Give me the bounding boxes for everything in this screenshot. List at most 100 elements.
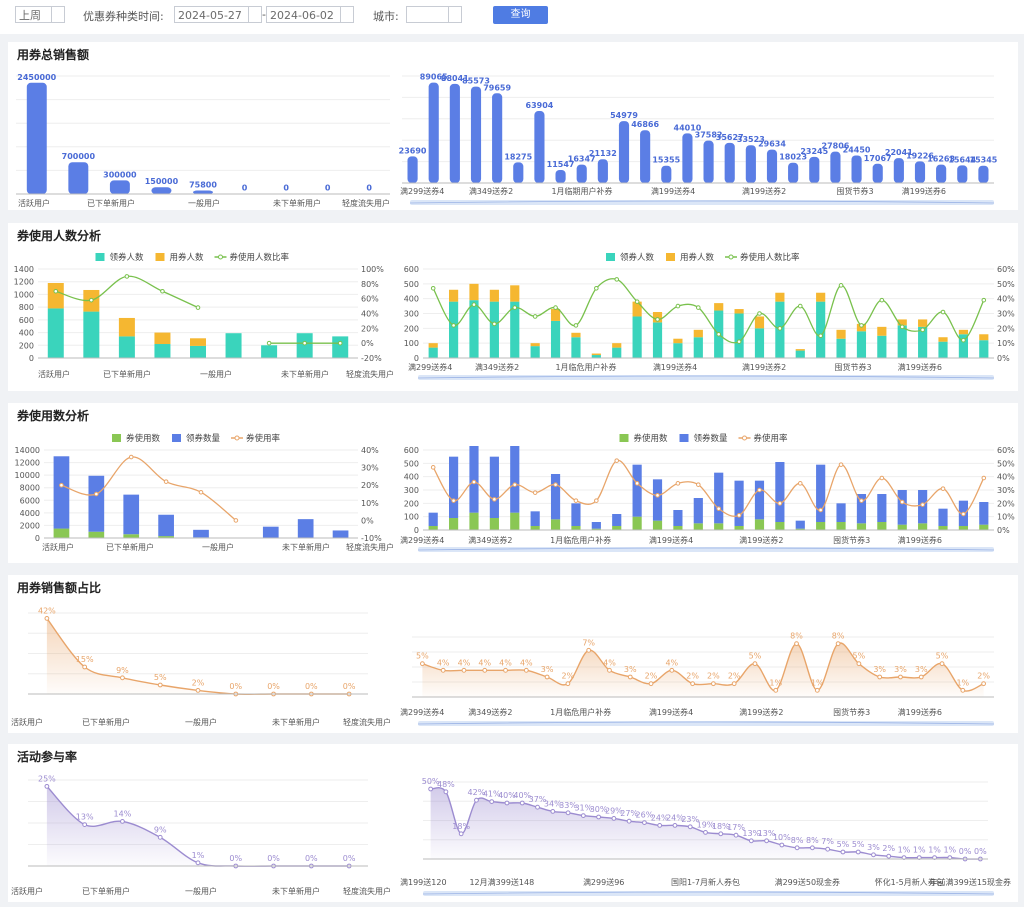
data-label: 0% (305, 854, 318, 863)
data-label: 0% (267, 682, 280, 691)
bar-claim (591, 355, 601, 358)
x-tick-label: 12月满399送148 (469, 877, 534, 887)
bar-claimed (754, 480, 765, 520)
area-fill (422, 642, 984, 697)
bar-claimed (530, 511, 540, 526)
y-tick-label: 200 (404, 499, 419, 508)
bar-use (632, 301, 642, 317)
x-tick-label: 未下单新用户 (272, 886, 320, 896)
data-point (523, 667, 529, 673)
ratio-point (879, 475, 885, 481)
x-tick-label: 活跃用户 (11, 886, 43, 896)
data-point (687, 824, 693, 830)
data-point (82, 822, 88, 827)
participation-segment-chart: 25% 13% 14% 9% 1% 0% 0% 0% 0% 活跃用户 已下单新用户 一般用户 未下单新用… (11, 774, 391, 896)
data-point (482, 667, 488, 673)
legend-swatch (234, 435, 240, 441)
bar-use (795, 349, 805, 351)
zoom-slider-preview (417, 547, 995, 551)
bar-claim (449, 301, 459, 358)
bar-claim (836, 338, 846, 358)
data-label: 0% (343, 854, 356, 863)
data-point (586, 647, 592, 653)
y-tick-label: 100 (404, 339, 419, 348)
bar-use (693, 329, 703, 338)
data-label: 75800 (189, 181, 217, 190)
bar-claim (612, 347, 622, 358)
y2-tick-label: 10% (997, 513, 1015, 522)
data-label: 4% (520, 658, 533, 667)
bar-use (530, 343, 540, 347)
ratio-point (195, 305, 201, 310)
data-label: 4% (665, 658, 678, 667)
city-select[interactable] (406, 6, 462, 23)
bar-claim (856, 331, 867, 358)
period-select[interactable]: 上周 (15, 6, 65, 23)
data-label: 37% (529, 795, 547, 804)
bar-claimed (938, 508, 948, 526)
data-label: 1% (956, 678, 969, 687)
y-tick-label: 800 (19, 303, 34, 312)
y2-tick-label: 10% (997, 339, 1015, 348)
bar (830, 151, 841, 183)
bar (555, 169, 566, 183)
bar (661, 165, 672, 183)
data-label: 3% (915, 665, 928, 674)
legend-swatch (95, 253, 105, 261)
legend-label: 用券人数 (170, 252, 205, 263)
x-tick-label: 满199送券4 (649, 535, 693, 545)
bar-use (118, 317, 135, 337)
data-point (489, 799, 495, 804)
data-label: 15345 (970, 156, 998, 165)
query-button[interactable]: 查询 (493, 6, 548, 24)
x-tick-label: 囤货节券3 (836, 186, 873, 196)
data-point (544, 674, 550, 680)
bar-claimed (612, 514, 622, 526)
bar-used (877, 522, 887, 530)
ratio-point (899, 324, 905, 330)
date-start-value: 2024-05-27 (178, 9, 242, 22)
x-tick-label: 已下单新用户 (87, 198, 135, 208)
y2-tick-label: 60% (361, 295, 379, 304)
bar-claim (83, 311, 100, 358)
bar-used (652, 520, 663, 530)
data-label: 63904 (526, 101, 554, 110)
x-tick-label: 满349送券2 (468, 535, 512, 545)
x-tick-label: 满299送券4 (400, 707, 444, 717)
legend-swatch (218, 254, 223, 260)
city-label: 城市: (373, 10, 399, 23)
ratio-point (940, 486, 946, 491)
x-tick-label: 国阳1-7月新人券包 (671, 877, 740, 887)
bar-used (550, 519, 561, 530)
bar-claimed (262, 526, 279, 538)
section-title: 活动参与率 (17, 750, 78, 764)
y-tick-label: 400 (404, 295, 419, 304)
x-tick-label: 年前满399送15现金券 (930, 877, 1011, 887)
bar-claimed (193, 529, 209, 538)
ratio-point (233, 518, 239, 523)
filter-bar: 上周 优惠券种类时间: 2024-05-27 - 2024-06-02 城市: … (0, 0, 1024, 34)
y2-tick-label: 10% (361, 499, 379, 508)
x-tick-label: 未下单新用户 (273, 198, 321, 208)
zoom-slider-preview (409, 200, 995, 204)
data-point (120, 819, 125, 824)
legend-label: 领券数量 (694, 433, 729, 444)
x-tick-label: 轻度流失用户 (343, 717, 391, 727)
bar-used (714, 523, 724, 530)
date-end-field[interactable]: 2024-06-02 (266, 6, 354, 23)
data-label: 15644 (948, 155, 976, 164)
period-select-value: 上周 (19, 9, 41, 22)
ratio-point (757, 311, 762, 316)
data-point (607, 667, 612, 673)
data-label: 23245 (800, 147, 828, 156)
data-point (840, 849, 846, 855)
bar (492, 93, 503, 183)
data-label: 2% (562, 672, 575, 681)
date-start-field[interactable]: 2024-05-27 (174, 6, 262, 23)
y-tick-label: 0 (29, 354, 34, 363)
legend-swatch (606, 253, 615, 261)
bar-used (612, 526, 622, 530)
y-tick-label: 300 (404, 310, 419, 319)
bar (597, 159, 608, 183)
bar-used (693, 523, 703, 530)
